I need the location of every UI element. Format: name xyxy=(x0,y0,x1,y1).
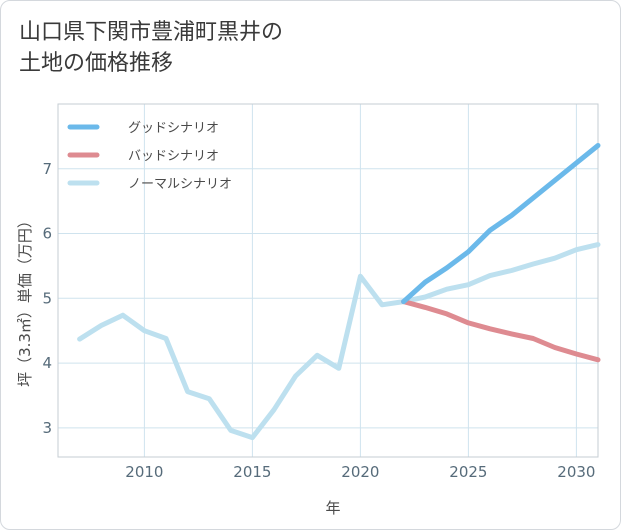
legend: グッドシナリオ バッドシナリオ ノーマルシナリオ xyxy=(67,121,232,192)
series-line-good xyxy=(401,143,601,305)
legend-label-good: グッドシナリオ xyxy=(128,121,219,136)
y-tick-label-6: 6 xyxy=(42,225,52,243)
x-tick-label-2010: 2010 xyxy=(125,463,163,481)
x-tick-label-2025: 2025 xyxy=(449,463,487,481)
x-axis-title: 年 xyxy=(325,499,340,517)
x-tick-label-2015: 2015 xyxy=(233,463,271,481)
plot-area-frame xyxy=(57,103,599,458)
x-tick-label-2020: 2020 xyxy=(341,463,379,481)
legend-label-normal: ノーマルシナリオ xyxy=(128,177,232,192)
axis-ticks: 2010 2015 2020 2025 2030 3 4 5 6 7 xyxy=(42,160,595,481)
legend-label-bad: バッドシナリオ xyxy=(128,149,219,164)
series-layer xyxy=(77,143,601,441)
y-tick-label-7: 7 xyxy=(42,160,52,178)
title-line-1: 山口県下関市豊浦町黒井の xyxy=(19,20,284,45)
y-tick-label-3: 3 xyxy=(42,419,52,437)
series-line-bad xyxy=(401,299,601,363)
page-title: 山口県下関市豊浦町黒井の 土地の価格推移 xyxy=(19,17,283,79)
title-line-2: 土地の価格推移 xyxy=(19,51,174,76)
x-tick-label-2030: 2030 xyxy=(557,463,595,481)
series-line-normal xyxy=(77,242,601,441)
y-tick-label-4: 4 xyxy=(42,354,52,372)
y-axis-title: 坪（3.3㎡）単価（万円） xyxy=(16,213,34,387)
y-tick-label-5: 5 xyxy=(42,289,52,307)
